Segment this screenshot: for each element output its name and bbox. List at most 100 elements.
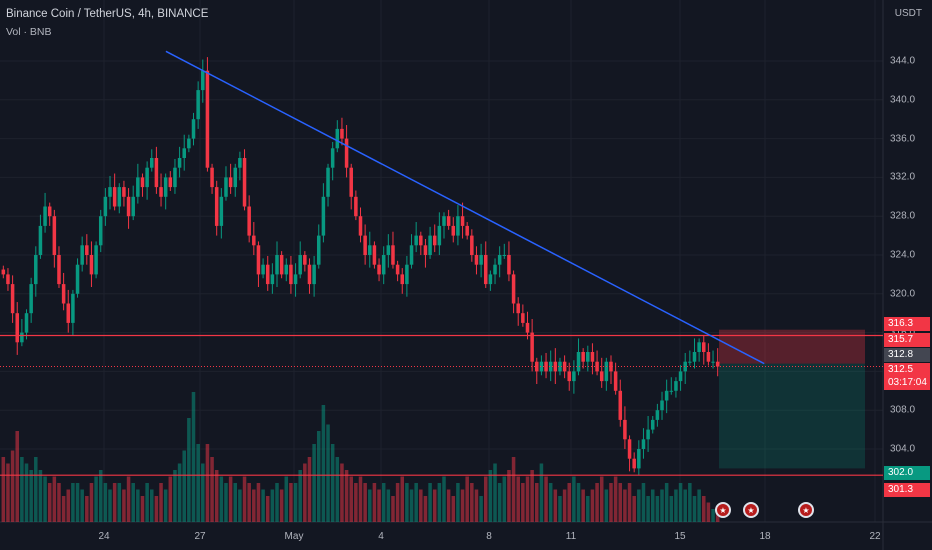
volume-bar xyxy=(521,483,525,522)
candle xyxy=(539,361,544,372)
candle xyxy=(632,458,636,469)
candle xyxy=(604,361,609,382)
volume-bar xyxy=(159,483,163,522)
price-tag: 302.0 xyxy=(884,466,930,480)
candle xyxy=(386,245,391,255)
volume-bar xyxy=(228,476,233,522)
us-flag-icon[interactable]: ★ xyxy=(743,502,759,518)
volume-bar xyxy=(650,489,655,522)
volume-bar xyxy=(233,483,238,522)
volume-bar xyxy=(363,483,367,522)
candle xyxy=(479,255,483,265)
candle xyxy=(293,274,298,285)
volume-bar xyxy=(372,483,377,522)
volume-bar xyxy=(465,476,469,522)
candle xyxy=(623,419,627,440)
volume-bar xyxy=(47,483,52,522)
volume-bar xyxy=(544,476,548,522)
candle xyxy=(335,128,340,149)
volume-bar xyxy=(349,476,353,522)
volume-bar xyxy=(43,476,47,522)
time-tick-label: 18 xyxy=(759,531,771,542)
price-tick-label: 344.0 xyxy=(890,55,916,67)
volume-bar xyxy=(711,509,715,522)
currency-unit: USDT xyxy=(894,8,922,19)
volume-bar xyxy=(632,496,636,522)
price-tag: 312.5 xyxy=(884,363,930,377)
candle xyxy=(497,255,502,265)
candle xyxy=(136,177,140,197)
volume-bar xyxy=(261,489,265,522)
candle xyxy=(368,245,372,255)
candle xyxy=(395,264,400,275)
time-tick-label: 8 xyxy=(486,531,492,542)
volume-bar xyxy=(149,489,154,522)
candle xyxy=(683,361,687,372)
candle xyxy=(414,235,418,246)
time-tick-label: 22 xyxy=(869,531,881,542)
candle xyxy=(252,235,256,246)
candle xyxy=(275,255,279,275)
candle xyxy=(599,371,604,382)
volume-bar xyxy=(432,489,437,522)
volume-bar xyxy=(89,483,94,522)
volume-bar xyxy=(163,489,168,522)
volume-bar xyxy=(479,496,483,522)
volume-bar xyxy=(289,483,293,522)
volume-bar xyxy=(572,476,576,522)
volume-bar xyxy=(191,392,196,522)
volume-indicator-label[interactable]: Vol · BNB xyxy=(6,26,52,38)
volume-bar xyxy=(1,457,6,522)
price-tick-label: 340.0 xyxy=(890,94,916,106)
candle xyxy=(344,138,349,168)
volume-bar xyxy=(535,483,539,522)
candle xyxy=(456,216,460,236)
volume-bar xyxy=(595,483,599,522)
candle xyxy=(43,206,47,226)
candle xyxy=(586,352,590,362)
candle xyxy=(609,361,613,372)
volume-bar xyxy=(52,476,57,522)
volume-bar xyxy=(488,470,493,522)
volume-bar xyxy=(507,470,511,522)
price-tick-label: 332.0 xyxy=(890,171,916,183)
volume-bar xyxy=(618,483,623,522)
volume-bar xyxy=(688,483,692,522)
volume-bar xyxy=(674,489,678,522)
volume-bar xyxy=(502,476,507,522)
candle xyxy=(75,264,80,294)
candle xyxy=(205,70,210,168)
volume-bar xyxy=(381,483,386,522)
volume-bar xyxy=(275,483,279,522)
volume-bar xyxy=(326,424,330,522)
candle xyxy=(581,352,585,362)
candle xyxy=(298,255,302,275)
volume-bar xyxy=(312,444,316,522)
candle xyxy=(567,371,572,382)
price-tick-label: 316.0 xyxy=(890,327,915,338)
symbol-title[interactable]: Binance Coin / TetherUS, 4h, BINANCE xyxy=(6,8,209,20)
volume-bar xyxy=(586,496,590,522)
time-tick-label: May xyxy=(284,531,304,542)
price-tick-label: 324.0 xyxy=(890,249,916,261)
volume-bar xyxy=(697,489,701,522)
candle xyxy=(112,187,117,207)
volume-bar xyxy=(196,444,200,522)
volume-bar xyxy=(34,457,38,522)
us-flag-icon[interactable]: ★ xyxy=(798,502,814,518)
volume-bar xyxy=(94,476,98,522)
candle xyxy=(126,196,131,217)
volume-bar xyxy=(446,489,451,522)
candle xyxy=(261,264,265,275)
volume-bar xyxy=(660,489,664,522)
volume-bar xyxy=(6,463,10,522)
candle xyxy=(103,196,108,217)
volume-bar xyxy=(238,489,242,522)
candle xyxy=(442,216,446,226)
candle xyxy=(637,449,641,469)
time-tick-label: 11 xyxy=(565,531,577,542)
volume-bar xyxy=(75,483,80,522)
candle xyxy=(590,352,595,362)
us-flag-icon[interactable]: ★ xyxy=(715,502,731,518)
